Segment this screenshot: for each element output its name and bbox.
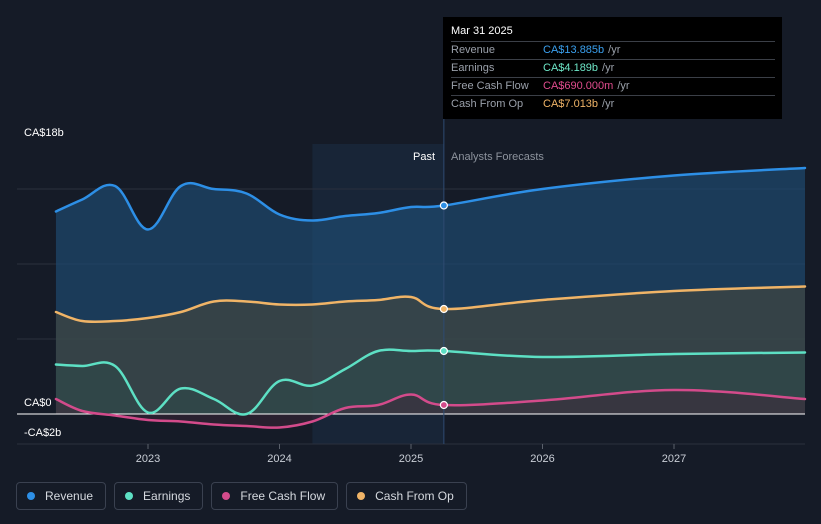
tooltip-unit: /yr — [617, 80, 630, 92]
x-axis: 2023 2024 2025 2026 2027 — [136, 444, 686, 465]
tooltip-unit: /yr — [602, 62, 615, 74]
tooltip-row-cash-from-op: Cash From Op CA$7.013b /yr — [451, 95, 775, 113]
tooltip-label: Cash From Op — [451, 98, 524, 110]
revenue-line — [54, 166, 807, 231]
legend-label: Earnings — [143, 489, 191, 503]
x-tick-label: 2025 — [399, 453, 423, 465]
earnings-dot-icon — [125, 492, 134, 500]
forecast-label: Analysts Forecasts — [451, 151, 544, 163]
tooltip-date: Mar 31 2025 — [451, 25, 513, 37]
tooltip-row-revenue: Revenue CA$13.885b /yr — [451, 41, 775, 59]
legend-item-earnings[interactable]: Earnings — [114, 482, 204, 510]
legend-label: Revenue — [45, 489, 94, 503]
legend: Revenue Earnings Free Cash Flow Cash Fro… — [16, 482, 467, 510]
y-axis-top-label: CA$18b — [24, 127, 64, 139]
cash-from-op-dot-icon — [357, 492, 366, 500]
legend-item-free-cash-flow[interactable]: Free Cash Flow — [211, 482, 339, 510]
free-cash-flow-line — [54, 388, 807, 429]
tooltip-value: CA$690.000m — [543, 80, 614, 92]
legend-item-revenue[interactable]: Revenue — [16, 482, 107, 510]
tooltip-value: CA$4.189b — [543, 62, 599, 74]
tooltip-unit: /yr — [608, 44, 621, 56]
tooltip: Mar 31 2025 Revenue CA$13.885b /yr Earni… — [443, 17, 782, 119]
chart: CA$18b CA$0 -CA$2b Past Analysts Forecas… — [17, 95, 807, 465]
free-cash-flow-area — [55, 389, 805, 428]
legend-item-cash-from-op[interactable]: Cash From Op — [346, 482, 467, 510]
tooltip-label: Revenue — [451, 44, 496, 56]
earnings-marker — [439, 346, 448, 356]
y-axis-zero-label: CA$0 — [24, 397, 52, 409]
x-tick-label: 2026 — [530, 453, 554, 465]
revenue-dot-icon — [27, 492, 35, 500]
free-cash-flow-dot-icon — [222, 492, 231, 500]
earnings-line — [54, 348, 807, 416]
free-cash-flow-marker — [439, 400, 448, 410]
cash-from-op-line — [54, 285, 807, 324]
tooltip-row-earnings: Earnings CA$4.189b /yr — [451, 59, 775, 77]
tooltip-label: Free Cash Flow — [451, 80, 529, 92]
x-tick-label: 2023 — [136, 453, 160, 465]
y-axis-bottom-label: -CA$2b — [24, 427, 61, 439]
tooltip-label: Earnings — [451, 62, 495, 74]
tooltip-value: CA$13.885b — [543, 44, 605, 56]
legend-label: Free Cash Flow — [240, 489, 326, 503]
x-tick-label: 2024 — [267, 453, 291, 465]
tooltip-row-free-cash-flow: Free Cash Flow CA$690.000m /yr — [451, 77, 775, 95]
cash-from-op-marker — [439, 304, 448, 314]
x-tick-label: 2027 — [662, 453, 686, 465]
legend-label: Cash From Op — [375, 489, 454, 503]
past-label: Past — [413, 151, 435, 163]
series-lines — [54, 166, 807, 429]
tooltip-unit: /yr — [602, 98, 615, 110]
tooltip-value: CA$7.013b — [543, 98, 599, 110]
series-markers — [439, 201, 448, 410]
revenue-marker — [439, 201, 448, 210]
